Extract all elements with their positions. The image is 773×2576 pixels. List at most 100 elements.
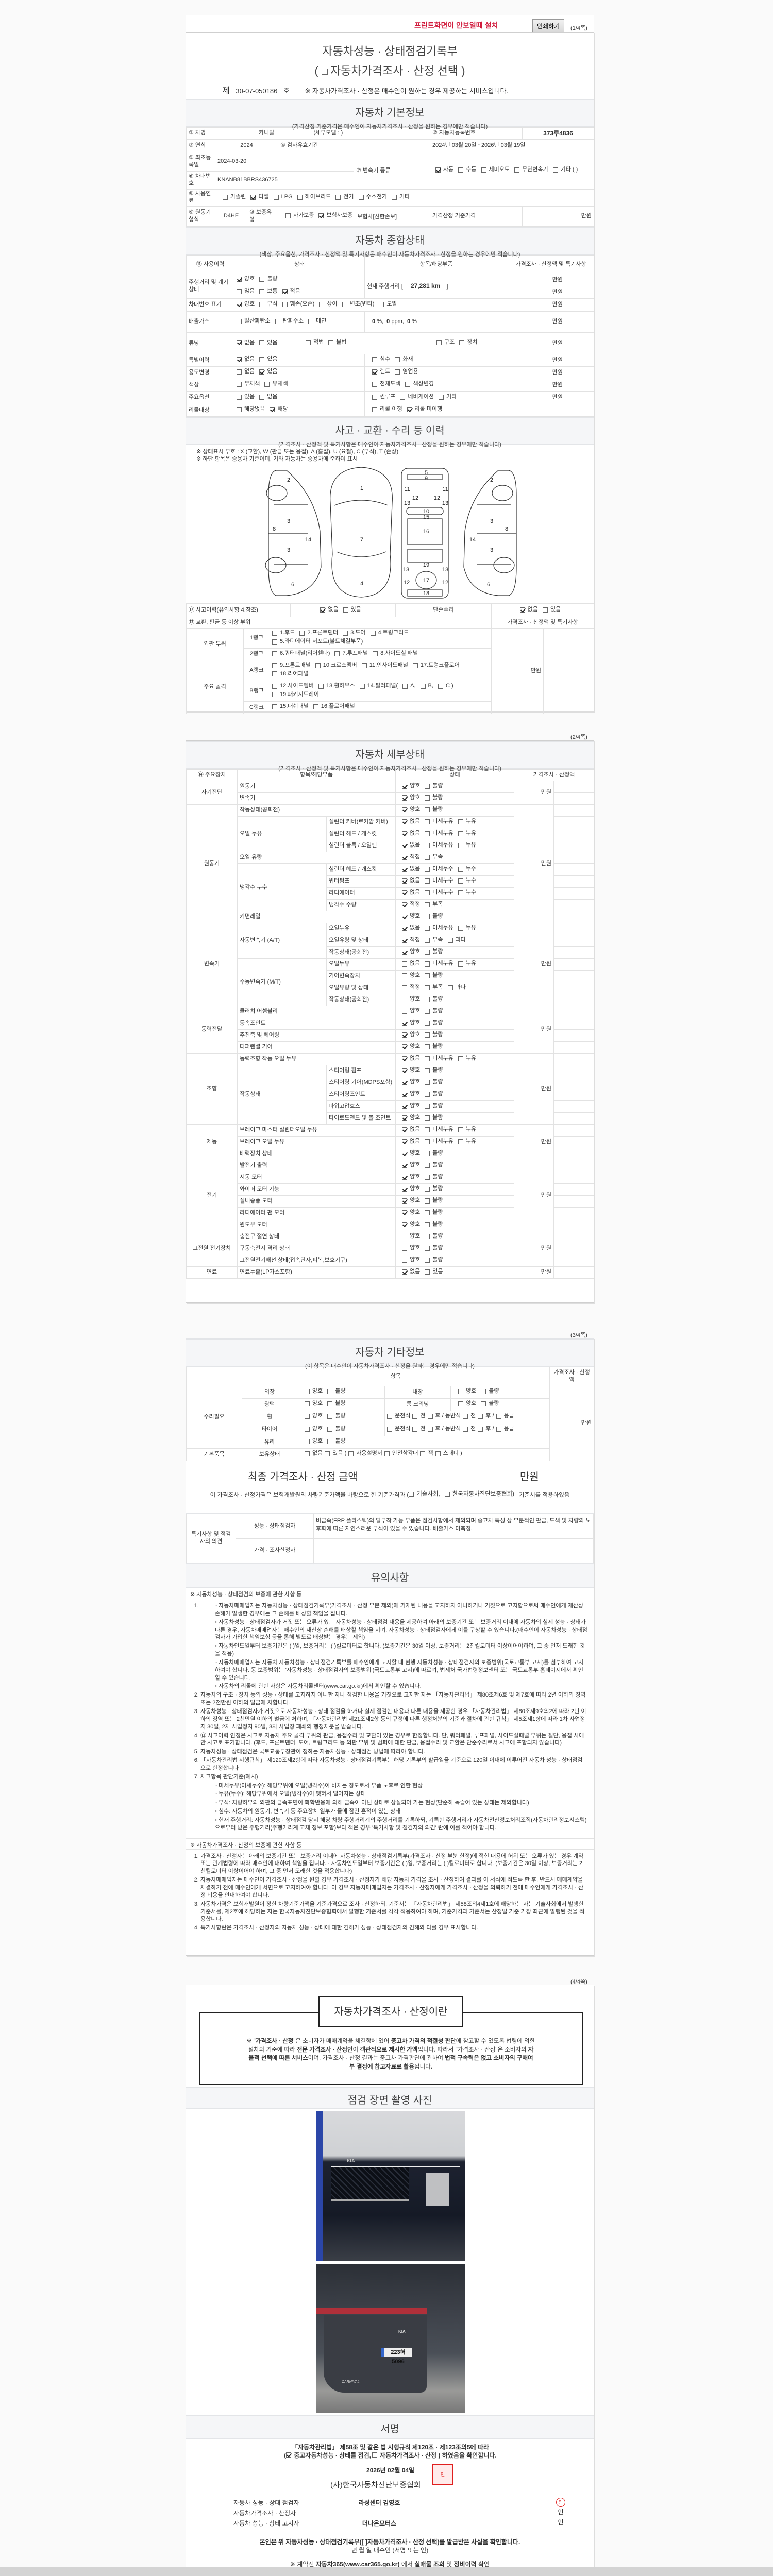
checkbox-icon[interactable] — [272, 631, 277, 636]
checkbox-option[interactable]: 잭 — [420, 1450, 433, 1458]
checkbox-option[interactable]: 7.루프패널 — [334, 650, 368, 657]
checkbox-icon[interactable] — [458, 1139, 463, 1144]
checkbox-option[interactable]: 양호 — [402, 806, 420, 814]
checked-box-icon[interactable] — [402, 1210, 407, 1215]
checkbox-icon[interactable] — [259, 277, 265, 282]
checkbox-option[interactable]: 6.쿼터패널(리어휀다) — [272, 650, 330, 657]
checkbox-icon[interactable] — [409, 1492, 414, 1497]
checkbox-option[interactable]: 없음 — [237, 356, 255, 363]
checkbox-icon[interactable] — [425, 807, 430, 812]
checkbox-option[interactable]: 수소전기 — [358, 194, 387, 201]
checkbox-option[interactable]: 적법 — [306, 339, 324, 346]
checkbox-option[interactable]: 불량 — [425, 794, 443, 802]
checkbox-option[interactable]: 구조 — [436, 339, 455, 346]
checkbox-icon[interactable] — [425, 842, 430, 848]
checkbox-option[interactable]: 한국자동차진단보증협회) — [444, 1490, 514, 1498]
checkbox-icon[interactable] — [305, 1389, 310, 1395]
checkbox-option[interactable]: 불량 — [425, 1257, 443, 1264]
checkbox-option[interactable]: 장치 — [459, 339, 478, 346]
checkbox-icon[interactable] — [327, 1414, 333, 1419]
checkbox-option[interactable]: 불량 — [425, 1174, 443, 1181]
checkbox-icon[interactable] — [425, 1186, 430, 1192]
checkbox-option[interactable]: 적정 — [402, 854, 420, 861]
checkbox-option[interactable]: 1.후드 — [272, 630, 295, 637]
checkbox-icon[interactable] — [463, 1426, 468, 1432]
checkbox-icon[interactable] — [444, 1492, 450, 1497]
checkbox-option[interactable]: 불량 — [425, 1245, 443, 1252]
checkbox-option[interactable]: 불량 — [481, 1400, 499, 1408]
checkbox-option[interactable]: 없음 — [305, 1450, 323, 1458]
checkbox-option[interactable]: 불량 — [327, 1388, 346, 1395]
checkbox-option[interactable]: 양호 — [402, 1257, 420, 1264]
checkbox-icon[interactable] — [481, 1389, 486, 1395]
checkbox-icon[interactable] — [305, 1414, 310, 1419]
checkbox-icon[interactable] — [420, 683, 426, 689]
checked-box-icon[interactable] — [402, 1139, 407, 1144]
checked-box-icon[interactable] — [402, 913, 407, 919]
checkbox-option[interactable]: 양호 — [305, 1388, 323, 1395]
checkbox-option[interactable]: LPG — [273, 194, 293, 201]
checkbox-icon[interactable] — [402, 1257, 407, 1263]
checkbox-icon[interactable] — [359, 683, 365, 689]
checkbox-option[interactable]: 과다 — [447, 937, 466, 944]
checkbox-option[interactable]: 자동 — [435, 165, 453, 175]
checkbox-option[interactable]: 불량 — [425, 1008, 443, 1015]
checkbox-icon[interactable] — [425, 1032, 430, 1038]
checked-box-icon[interactable] — [402, 842, 407, 848]
checked-box-icon[interactable] — [402, 1032, 407, 1038]
checkbox-option[interactable]: 있음 — [343, 606, 361, 614]
install-notice-link[interactable]: 프린트화면이 안보일때 설치 — [414, 21, 498, 29]
checkbox-icon[interactable] — [478, 1414, 483, 1419]
checkbox-icon[interactable] — [305, 1439, 310, 1445]
checkbox-option[interactable]: 18.리어패널 — [272, 671, 309, 678]
checkbox-icon[interactable] — [425, 878, 430, 884]
checkbox-option[interactable]: 있음 — [259, 338, 278, 348]
checkbox-icon[interactable] — [237, 318, 242, 324]
checkbox-icon[interactable] — [425, 795, 430, 801]
checkbox-option[interactable]: 디젤 — [250, 194, 269, 201]
checkbox-icon[interactable] — [425, 1127, 430, 1132]
checkbox-icon[interactable] — [425, 973, 430, 978]
checkbox-icon[interactable] — [458, 1127, 463, 1132]
checkbox-icon[interactable] — [305, 1451, 310, 1457]
checkbox-icon[interactable] — [237, 394, 242, 400]
checkbox-icon[interactable] — [372, 394, 377, 400]
checked-box-icon[interactable] — [402, 1067, 407, 1073]
checkbox-option[interactable]: 운전석 — [387, 1426, 410, 1433]
checkbox-option[interactable]: 불량 — [327, 1413, 346, 1420]
checkbox-option[interactable]: 없음 — [402, 889, 420, 896]
checkbox-option[interactable]: 미세누유 — [425, 830, 453, 837]
checkbox-icon[interactable] — [412, 663, 418, 668]
checkbox-icon[interactable] — [259, 289, 265, 295]
checked-box-icon[interactable] — [402, 831, 407, 836]
checkbox-icon[interactable] — [425, 1198, 430, 1204]
checkbox-option[interactable]: 양호 — [402, 1245, 420, 1252]
checkbox-icon[interactable] — [259, 340, 265, 346]
checkbox-icon[interactable] — [402, 1233, 407, 1239]
checkbox-icon[interactable] — [425, 1233, 430, 1239]
checkbox-icon[interactable] — [425, 890, 430, 895]
checkbox-icon[interactable] — [552, 167, 558, 173]
checkbox-option[interactable]: 양호 — [402, 1091, 420, 1098]
checkbox-option[interactable]: 부족 — [425, 984, 443, 991]
checkbox-option[interactable]: 양호 — [402, 1162, 420, 1169]
checkbox-icon[interactable] — [259, 394, 265, 400]
checkbox-option[interactable]: 응급 — [496, 1413, 514, 1420]
checkbox-option[interactable]: 무단변속기 — [514, 165, 548, 175]
checked-box-icon[interactable] — [402, 795, 407, 801]
checkbox-option[interactable]: 미세누유 — [425, 842, 453, 849]
checkbox-option[interactable]: 양호 — [402, 794, 420, 802]
checkbox-option[interactable]: 불량 — [259, 276, 278, 283]
checkbox-icon[interactable] — [299, 631, 305, 636]
checkbox-option[interactable]: 적음 — [282, 288, 300, 295]
checkbox-option[interactable]: 불량 — [425, 1020, 443, 1027]
checkbox-icon[interactable] — [391, 194, 397, 200]
checkbox-option[interactable]: 11.인사이드패널 — [361, 662, 408, 669]
checkbox-option[interactable]: 후 / — [478, 1413, 494, 1420]
checkbox-option[interactable]: 불량 — [481, 1388, 499, 1395]
checkbox-icon[interactable] — [305, 1426, 310, 1432]
checkbox-icon[interactable] — [425, 1008, 430, 1014]
checkbox-option[interactable]: 양호 — [402, 1067, 420, 1074]
checkbox-option[interactable]: C ) — [438, 683, 453, 690]
checked-box-icon[interactable] — [402, 890, 407, 895]
